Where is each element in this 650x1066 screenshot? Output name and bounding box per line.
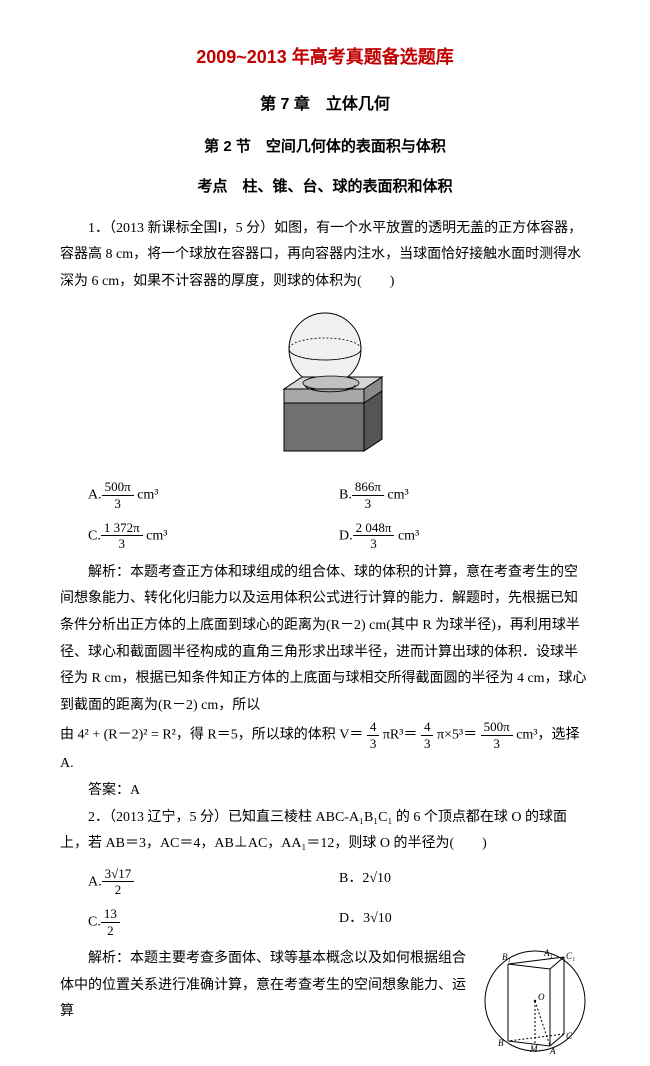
q1-lead: 1．（2013 新课标全国Ⅰ，5 分）如图，有一个水平放置的透明无盖的正方体容器…	[60, 216, 590, 296]
q2-lead: 2．（2013 辽宁，5 分）已知直三棱柱 ABC-A₁B₁C₁ 的 6 个顶点…	[60, 805, 590, 858]
fraction-num: 500π	[102, 479, 134, 496]
fraction-den: 3	[352, 496, 384, 512]
q1-explain-2: 由 4² + (R－2)² = R²，得 R＝5，所以球的体积 V＝ 43 πR…	[60, 719, 590, 778]
svg-text:C₁: C₁	[566, 951, 575, 961]
fraction-den: 3	[481, 736, 513, 752]
q2-option-d: D．3√10	[339, 906, 590, 938]
figure-prism-sphere: B₁ A₁ C₁ B A C O M	[480, 946, 590, 1056]
text: 由 4² + (R－2)² = R²，得 R＝5，所以球的体积 V＝	[60, 728, 363, 743]
q2-option-c: C.132	[88, 906, 339, 938]
text: πR³＝	[383, 728, 418, 743]
svg-text:A: A	[549, 1046, 556, 1056]
fraction-den: 3	[102, 496, 134, 512]
fraction-num: 4	[367, 719, 380, 736]
q1-option-c: C.1 372π3 cm³	[88, 520, 339, 552]
q2-option-b: B．2√10	[339, 866, 590, 898]
q1-answer: 答案：A	[60, 778, 590, 805]
svg-text:O: O	[538, 992, 545, 1002]
section-heading: 第 2 节 空间几何体的表面积与体积	[60, 133, 590, 162]
svg-text:C: C	[566, 1031, 573, 1041]
q2-option-a: A.3√172	[88, 866, 339, 898]
kaodian-heading: 考点 柱、锥、台、球的表面积和体积	[60, 173, 590, 202]
q1-options: A.500π3 cm³ B.866π3 cm³ C.1 372π3 cm³ D.…	[88, 479, 590, 551]
fraction-den: 3	[367, 736, 380, 752]
q1-explain-1: 解析：本题考查正方体和球组成的组合体、球的体积的计算，意在考查考生的空间想象能力…	[60, 560, 590, 720]
fraction-num: 1 372π	[101, 520, 143, 537]
q2-options: A.3√172 B．2√10 C.132 D．3√10	[88, 866, 590, 938]
chapter-heading: 第 7 章 立体几何	[60, 90, 590, 120]
figure-cube-sphere	[60, 307, 590, 467]
label: C.	[88, 914, 101, 929]
fraction-num: 4	[421, 719, 434, 736]
text: π×5³＝	[437, 728, 477, 743]
unit: cm³	[134, 488, 159, 503]
fraction-num: 500π	[481, 719, 513, 736]
svg-text:B: B	[498, 1038, 504, 1048]
label: A.	[88, 874, 102, 889]
svg-text:M: M	[529, 1044, 538, 1054]
fraction-den: 3	[353, 536, 395, 552]
fraction-den: 2	[101, 923, 120, 939]
q1-option-a: A.500π3 cm³	[88, 479, 339, 511]
unit: cm³	[384, 488, 409, 503]
svg-text:B₁: B₁	[502, 952, 511, 962]
svg-text:A₁: A₁	[543, 948, 553, 958]
fraction-num: 866π	[352, 479, 384, 496]
q1-option-d: D.2 048π3 cm³	[339, 520, 590, 552]
q1-option-b: B.866π3 cm³	[339, 479, 590, 511]
fraction-num: 3√17	[102, 866, 135, 883]
main-title: 2009~2013 年高考真题备选题库	[60, 40, 590, 74]
unit: cm³	[394, 528, 419, 543]
fraction-den: 3	[421, 736, 434, 752]
fraction-num: 2 048π	[353, 520, 395, 537]
fraction-den: 2	[102, 882, 135, 898]
fraction-den: 3	[101, 536, 143, 552]
fraction-num: 13	[101, 906, 120, 923]
unit: cm³	[143, 528, 168, 543]
